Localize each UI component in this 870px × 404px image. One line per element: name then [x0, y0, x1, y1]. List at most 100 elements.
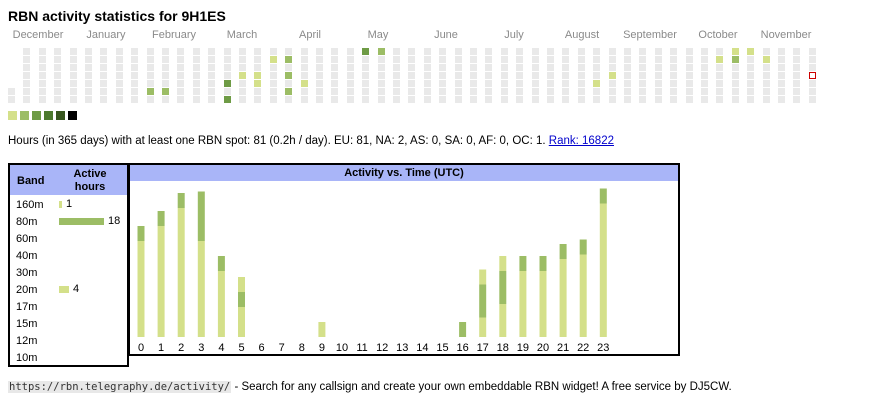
day-cell[interactable] [531, 56, 539, 63]
day-cell[interactable] [731, 96, 739, 103]
day-cell[interactable] [254, 96, 262, 103]
day-cell[interactable] [38, 48, 46, 55]
day-cell[interactable] [701, 96, 708, 103]
day-cell[interactable] [423, 80, 431, 87]
day-cell[interactable] [439, 48, 447, 55]
day-cell[interactable] [177, 80, 185, 87]
day-cell[interactable] [762, 88, 770, 95]
day-cell[interactable] [254, 64, 262, 71]
day-cell[interactable] [23, 80, 31, 87]
day-cell[interactable] [377, 72, 385, 79]
day-cell[interactable] [439, 96, 447, 103]
day-cell[interactable] [162, 88, 169, 95]
day-cell[interactable] [300, 48, 308, 55]
day-cell[interactable] [300, 88, 308, 95]
day-cell[interactable] [285, 88, 293, 95]
day-cell[interactable] [223, 64, 231, 71]
day-cell[interactable] [701, 88, 708, 95]
day-cell[interactable] [516, 72, 524, 79]
day-cell[interactable] [608, 48, 616, 55]
day-cell[interactable] [54, 48, 62, 55]
day-cell[interactable] [131, 80, 139, 87]
day-cell[interactable] [593, 80, 601, 87]
day-cell[interactable] [593, 96, 601, 103]
day-cell[interactable] [316, 96, 323, 103]
day-cell[interactable] [192, 72, 200, 79]
day-cell[interactable] [223, 80, 231, 87]
day-cell[interactable] [531, 64, 539, 71]
day-cell[interactable] [485, 64, 493, 71]
day-cell[interactable] [516, 80, 524, 87]
day-cell[interactable] [208, 72, 216, 79]
day-cell[interactable] [377, 80, 385, 87]
day-cell[interactable] [716, 88, 724, 95]
day-cell[interactable] [654, 56, 662, 63]
day-cell[interactable] [54, 56, 62, 63]
day-cell[interactable] [670, 96, 678, 103]
day-cell[interactable] [701, 48, 708, 55]
day-cell[interactable] [793, 64, 801, 71]
day-cell[interactable] [223, 72, 231, 79]
day-cell[interactable] [778, 64, 785, 71]
day-cell[interactable] [393, 56, 400, 63]
day-cell[interactable] [346, 96, 354, 103]
day-cell[interactable] [639, 80, 647, 87]
day-cell[interactable] [531, 80, 539, 87]
day-cell[interactable] [393, 80, 400, 87]
day-cell[interactable] [701, 64, 708, 71]
day-cell[interactable] [254, 72, 262, 79]
day-cell[interactable] [131, 96, 139, 103]
day-cell[interactable] [362, 80, 370, 87]
day-cell[interactable] [731, 88, 739, 95]
day-cell[interactable] [747, 96, 755, 103]
day-cell[interactable] [731, 48, 739, 55]
day-cell[interactable] [115, 64, 123, 71]
day-cell[interactable] [454, 96, 462, 103]
day-cell[interactable] [762, 56, 770, 63]
day-cell[interactable] [485, 96, 493, 103]
day-cell[interactable] [577, 48, 585, 55]
day-cell[interactable] [608, 96, 616, 103]
day-cell[interactable] [547, 96, 554, 103]
day-cell[interactable] [115, 96, 123, 103]
day-cell[interactable] [808, 88, 816, 95]
day-cell[interactable] [670, 80, 678, 87]
day-cell[interactable] [146, 80, 154, 87]
day-cell[interactable] [762, 96, 770, 103]
day-cell[interactable] [747, 56, 755, 63]
day-cell[interactable] [8, 96, 15, 103]
day-cell[interactable] [331, 48, 339, 55]
day-cell[interactable] [269, 64, 277, 71]
day-cell[interactable] [69, 96, 77, 103]
day-cell[interactable] [654, 88, 662, 95]
day-cell[interactable] [131, 48, 139, 55]
day-cell[interactable] [654, 72, 662, 79]
day-cell[interactable] [654, 64, 662, 71]
day-cell[interactable] [701, 80, 708, 87]
day-cell[interactable] [254, 48, 262, 55]
day-cell[interactable] [439, 88, 447, 95]
day-cell[interactable] [38, 64, 46, 71]
day-cell[interactable] [716, 96, 724, 103]
day-cell[interactable] [23, 88, 31, 95]
day-cell[interactable] [393, 88, 400, 95]
day-cell[interactable] [654, 96, 662, 103]
day-cell[interactable] [639, 72, 647, 79]
day-cell[interactable] [593, 88, 601, 95]
day-cell[interactable] [346, 64, 354, 71]
day-cell[interactable] [439, 56, 447, 63]
day-cell[interactable] [300, 64, 308, 71]
day-cell[interactable] [254, 80, 262, 87]
day-cell[interactable] [300, 56, 308, 63]
day-cell[interactable] [731, 72, 739, 79]
day-cell[interactable] [85, 56, 92, 63]
day-cell[interactable] [423, 88, 431, 95]
day-cell[interactable] [177, 96, 185, 103]
day-cell[interactable] [500, 80, 508, 87]
day-cell[interactable] [377, 64, 385, 71]
day-cell[interactable] [716, 48, 724, 55]
day-cell[interactable] [192, 88, 200, 95]
day-cell[interactable] [685, 64, 693, 71]
day-cell[interactable] [69, 56, 77, 63]
day-cell[interactable] [269, 72, 277, 79]
